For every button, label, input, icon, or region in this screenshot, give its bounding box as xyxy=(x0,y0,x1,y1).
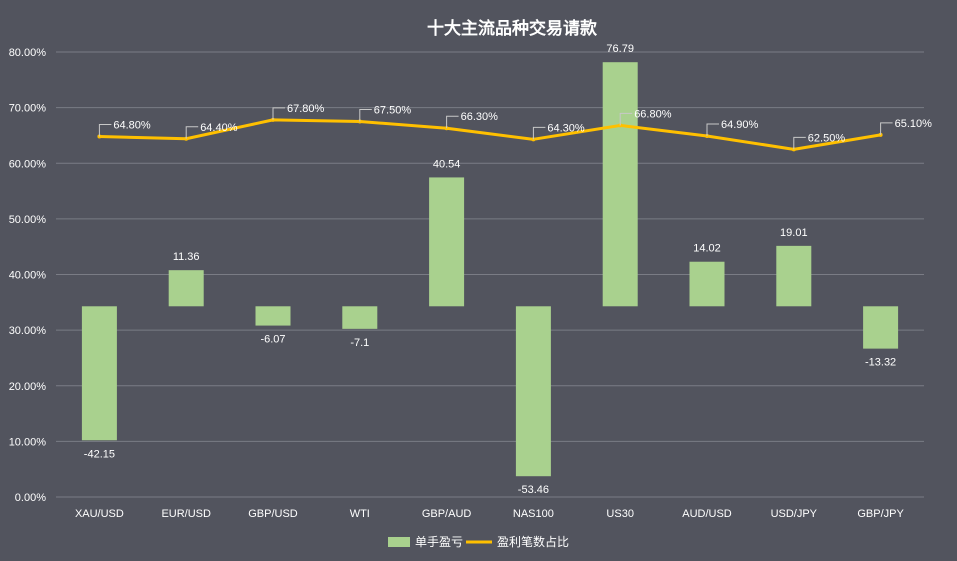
bar-value-label: 76.79 xyxy=(606,43,634,55)
x-tick-label: GBP/JPY xyxy=(857,508,904,520)
bar-value-label: -42.15 xyxy=(84,448,115,460)
bar xyxy=(863,306,899,349)
bar-value-label: -7.1 xyxy=(350,337,369,349)
line-value-label: 64.90% xyxy=(721,119,759,131)
line-value-label: 64.40% xyxy=(200,122,238,134)
leader-line xyxy=(272,107,285,120)
line-value-label: 66.80% xyxy=(634,108,672,120)
y-tick-label: 40.00% xyxy=(9,270,47,282)
leader-line xyxy=(185,126,199,139)
leader-line xyxy=(98,124,112,137)
leader-line xyxy=(446,115,459,129)
x-tick-label: GBP/USD xyxy=(248,508,298,520)
y-tick-label: 80.00% xyxy=(9,47,47,59)
line-value-label: 65.10% xyxy=(895,118,933,130)
legend-label-bar: 单手盈亏 xyxy=(415,535,463,549)
leader-line xyxy=(793,136,806,150)
bar-value-label: 40.54 xyxy=(433,158,461,170)
line-value-label: 64.80% xyxy=(113,120,151,132)
legend-swatch-bar xyxy=(388,537,410,547)
bar-value-label: 11.36 xyxy=(173,251,200,263)
line-value-label: 66.30% xyxy=(461,111,499,123)
bar-value-label: -13.32 xyxy=(865,357,896,369)
bar xyxy=(689,261,725,307)
legend-label-line: 盈利笔数占比 xyxy=(497,534,569,549)
x-tick-label: XAU/USD xyxy=(75,508,124,520)
x-tick-label: WTI xyxy=(350,508,370,520)
x-tick-label: US30 xyxy=(606,508,634,520)
y-tick-label: 70.00% xyxy=(9,103,47,115)
bar-value-label: 14.02 xyxy=(693,243,721,255)
x-tick-label: AUD/USD xyxy=(682,508,732,520)
bar xyxy=(81,306,117,441)
line-value-label: 64.30% xyxy=(547,122,585,134)
x-tick-label: NAS100 xyxy=(513,508,554,520)
bar xyxy=(602,62,638,307)
x-tick-label: USD/JPY xyxy=(771,508,818,520)
y-tick-label: 60.00% xyxy=(9,158,47,170)
legend: 单手盈亏 盈利笔数占比 xyxy=(388,534,569,549)
y-tick-label: 30.00% xyxy=(9,325,47,337)
bar xyxy=(255,306,291,326)
bar xyxy=(776,245,812,307)
leader-line xyxy=(880,122,893,135)
line-value-label: 67.80% xyxy=(287,103,325,115)
line-value-label: 62.50% xyxy=(808,132,846,144)
leader-line xyxy=(706,123,719,136)
line-path xyxy=(99,118,881,151)
leader-line xyxy=(619,112,633,126)
chart-title: 十大主流品种交易请款 xyxy=(427,18,598,39)
leader-line xyxy=(532,126,546,140)
bar xyxy=(515,306,551,477)
bar xyxy=(429,177,465,307)
y-axis-left: 0.00% 10.00% 20.00% 30.00% 40.00% 50.00% 60.00… xyxy=(9,47,47,504)
y-tick-label: 0.00% xyxy=(15,492,46,504)
bar-value-label: 19.01 xyxy=(780,227,808,239)
y-tick-label: 10.00% xyxy=(9,436,47,448)
bar-value-label: -53.46 xyxy=(518,484,549,496)
x-axis: XAU/USD EUR/USD GBP/USD WTI GBP/AUD NAS100 US3… xyxy=(75,508,905,520)
bar xyxy=(168,270,204,307)
y-tick-label: 20.00% xyxy=(9,381,47,393)
bar-series xyxy=(81,62,899,477)
bar xyxy=(342,306,378,329)
line-value-label: 67.50% xyxy=(374,105,412,117)
y-tick-label: 50.00% xyxy=(9,214,47,226)
leader-line xyxy=(359,109,372,122)
bar-value-label: -6.07 xyxy=(260,334,285,346)
x-tick-label: EUR/USD xyxy=(161,508,211,520)
x-tick-label: GBP/AUD xyxy=(422,508,472,520)
data-labels: -42.15 11.36 -6.07 -7.1 40.54 -53.46 76.79 14.0… xyxy=(84,43,932,496)
